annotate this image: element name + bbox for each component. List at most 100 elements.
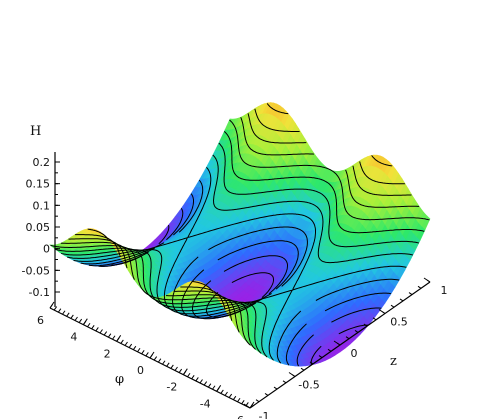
contour-line: [60, 241, 240, 333]
phi-axis-label: φ: [115, 372, 124, 387]
h-tick-label: 0.05: [26, 221, 51, 234]
phi-minor-tick: [141, 350, 145, 355]
phi-minor-tick: [149, 354, 153, 359]
phi-minor-tick: [128, 343, 133, 348]
h-tick-label: -0.05: [22, 264, 50, 277]
z-axis-label: z: [390, 354, 397, 369]
phi-minor-tick: [203, 381, 208, 386]
contour-line: [254, 108, 405, 185]
z-minor-tick: [300, 367, 305, 371]
phi-minor-tick: [87, 322, 91, 328]
phi-minor-tick: [145, 352, 149, 357]
contour-line: [218, 142, 419, 248]
phi-minor-tick: [182, 370, 187, 375]
z-minor-tick: [390, 304, 395, 308]
phi-minor-tick: [91, 325, 95, 330]
z-minor-tick: [282, 380, 287, 384]
phi-minor-tick: [95, 327, 99, 332]
phi-minor-tick: [207, 383, 212, 388]
contour-line: [186, 167, 407, 291]
contour-line: [166, 208, 382, 323]
phi-minor-tick: [220, 389, 224, 394]
z-minor-tick: [363, 323, 368, 327]
z-tick-label: -1: [259, 410, 270, 419]
phi-minor-tick: [249, 404, 253, 409]
contour-line: [229, 119, 430, 221]
phi-minor-tick: [137, 347, 141, 353]
contour-line: [50, 244, 251, 346]
z-minor-tick: [426, 279, 431, 283]
h-tick-label: -0.1: [29, 286, 50, 299]
phi-minor-tick: [124, 341, 128, 346]
phi-minor-tick: [132, 345, 137, 350]
z-minor-tick: [408, 292, 413, 296]
h-tick-label: 0.15: [26, 178, 51, 191]
z-tick-label: 0: [351, 347, 358, 360]
phi-minor-tick: [174, 366, 178, 371]
phi-minor-tick: [107, 333, 112, 338]
phi-minor-tick: [166, 362, 170, 367]
phi-tick-label: -6: [233, 414, 244, 419]
ticks-layer: 0.2 0.15 0.1 0.05 0 -0.05 -0.1 6 4 2 0 -2 -4 -6 1 0.5 0 -…: [22, 156, 448, 419]
h-tick-label: 0.2: [33, 156, 51, 169]
contour-line: [80, 242, 302, 364]
phi-tick-label: 0: [137, 364, 144, 377]
z-minor-tick: [327, 348, 332, 352]
contour-line: [240, 117, 420, 208]
phi-minor-tick: [62, 310, 66, 315]
z-minor-tick: [318, 355, 323, 359]
z-minor-tick: [417, 285, 422, 289]
phi-tick-label: -4: [200, 397, 211, 410]
phi-minor-tick: [178, 368, 183, 373]
phi-minor-tick: [237, 397, 241, 403]
phi-minor-tick: [187, 372, 191, 378]
phi-minor-tick: [112, 335, 116, 340]
contour-line: [173, 193, 392, 312]
phi-tick-label: 4: [70, 331, 77, 344]
phi-minor-tick: [228, 393, 233, 398]
z-minor-tick: [354, 329, 359, 333]
contour-line: [55, 247, 256, 350]
z-minor-tick: [399, 298, 404, 302]
phi-minor-tick: [199, 379, 203, 384]
z-tick-label: 1: [441, 284, 448, 297]
phi-minor-tick: [99, 329, 103, 334]
phi-tick-label: 6: [37, 314, 44, 327]
z-minor-tick: [264, 392, 269, 396]
z-tick-label: -0.5: [298, 379, 319, 392]
phi-minor-tick: [170, 364, 174, 369]
phi-minor-tick: [157, 358, 162, 363]
phi-tick-label: 2: [104, 347, 111, 360]
phi-minor-tick: [49, 304, 53, 309]
z-minor-tick: [273, 386, 278, 390]
contour-line: [247, 113, 412, 196]
z-minor-tick: [246, 405, 251, 409]
phi-minor-tick: [224, 391, 228, 396]
contour-line: [75, 234, 226, 310]
h-axis-label: H: [30, 124, 41, 139]
contour-line: [266, 103, 393, 167]
contour-line: [223, 131, 425, 234]
phi-minor-tick: [241, 400, 245, 405]
phi-minor-tick: [78, 318, 83, 323]
phi-minor-tick: [153, 356, 158, 361]
phi-minor-tick: [116, 337, 120, 342]
phi-minor-tick: [74, 316, 78, 321]
phi-minor-tick: [216, 387, 220, 392]
z-minor-tick: [345, 336, 350, 340]
z-minor-tick: [372, 317, 377, 321]
contour-line: [212, 154, 414, 264]
contour-line: [178, 179, 400, 301]
contour-line: [87, 228, 214, 292]
phi-minor-tick: [232, 395, 237, 400]
phi-minor-tick: [191, 375, 195, 380]
z-minor-tick: [336, 342, 341, 346]
phi-minor-tick: [195, 377, 199, 382]
phi-minor-tick: [53, 306, 58, 311]
phi-minor-tick: [70, 314, 74, 319]
h-tick-label: 0.1: [33, 199, 51, 212]
phi-minor-tick: [162, 360, 166, 365]
z-minor-tick: [291, 374, 296, 377]
